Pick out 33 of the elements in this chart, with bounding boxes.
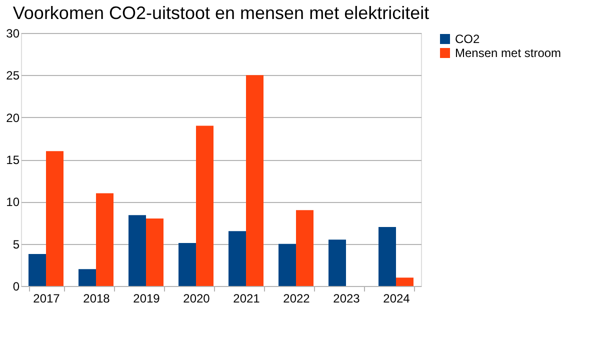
bar — [128, 215, 146, 286]
bar — [328, 240, 346, 286]
x-tick-label: 2017 — [33, 292, 60, 306]
y-tick-label: 25 — [6, 68, 20, 83]
y-tick-label: 15 — [6, 153, 20, 167]
legend-label: CO2 — [455, 32, 480, 46]
bar — [278, 244, 296, 286]
chart-title: Voorkomen CO2-uitstoot en mensen met elektriciteit — [12, 3, 430, 23]
bar — [378, 226, 396, 286]
x-tick-label: 2020 — [183, 292, 210, 306]
x-tick-label: 2023 — [333, 292, 360, 306]
bar — [46, 151, 64, 286]
bar — [396, 278, 414, 286]
x-tick-label: 2018 — [83, 292, 110, 306]
bar — [178, 242, 196, 286]
bar — [146, 218, 164, 286]
x-tick-label: 2019 — [133, 292, 160, 306]
y-tick-label: 30 — [6, 26, 20, 40]
bar — [196, 126, 214, 286]
x-tick-label: 2022 — [283, 292, 310, 306]
y-tick-label: 0 — [12, 280, 20, 294]
y-tick-label: 10 — [6, 195, 20, 210]
bar — [28, 254, 46, 286]
bar — [78, 269, 96, 286]
bar — [228, 231, 246, 286]
y-tick-label: 20 — [6, 110, 20, 125]
bar — [246, 75, 264, 286]
y-tick-label: 5 — [12, 237, 20, 252]
bar — [96, 193, 114, 286]
bar — [296, 210, 314, 286]
x-tick-label: 2021 — [233, 292, 260, 306]
x-tick-label: 2024 — [383, 292, 410, 306]
legend-label: Mensen met stroom — [455, 46, 562, 60]
